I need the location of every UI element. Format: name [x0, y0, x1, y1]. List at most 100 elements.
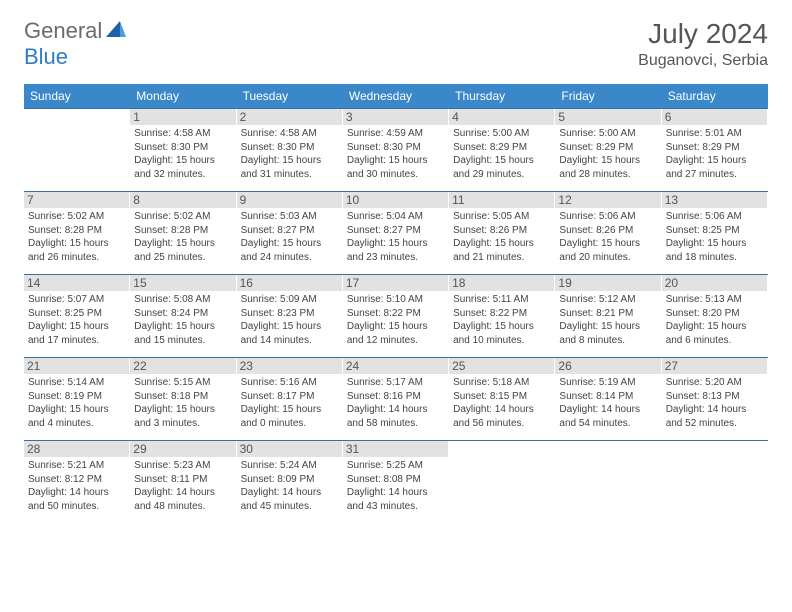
day-info: Sunrise: 5:18 AMSunset: 8:15 PMDaylight:…	[453, 376, 550, 430]
day-number: 23	[237, 358, 342, 374]
day-info: Sunrise: 5:06 AMSunset: 8:26 PMDaylight:…	[559, 210, 656, 264]
calendar-day-cell: 31Sunrise: 5:25 AMSunset: 8:08 PMDayligh…	[343, 441, 449, 523]
day-number: 3	[343, 109, 448, 125]
day-info: Sunrise: 4:59 AMSunset: 8:30 PMDaylight:…	[347, 127, 444, 181]
day-number: 22	[130, 358, 235, 374]
day-number: 30	[237, 441, 342, 457]
day-number: 5	[555, 109, 660, 125]
day-info: Sunrise: 5:21 AMSunset: 8:12 PMDaylight:…	[28, 459, 125, 513]
weekday-header: Sunday	[24, 84, 130, 108]
calendar-day-cell: 23 Sunrise: 5:16 AMSunset: 8:17 PMDayligh…	[237, 358, 343, 440]
day-info: Sunrise: 5:06 AMSunset: 8:25 PMDaylight:…	[666, 210, 763, 264]
day-info: Sunrise: 5:12 AMSunset: 8:21 PMDaylight:…	[559, 293, 656, 347]
day-number: 4	[449, 109, 554, 125]
day-info: Sunrise: 5:07 AMSunset: 8:25 PMDaylight:…	[28, 293, 125, 347]
day-info: Sunrise: 5:02 AMSunset: 8:28 PMDaylight:…	[134, 210, 231, 264]
day-info: Sunrise: 5:04 AMSunset: 8:27 PMDaylight:…	[347, 210, 444, 264]
day-number: 6	[662, 109, 767, 125]
calendar-grid: SundayMondayTuesdayWednesdayThursdayFrid…	[24, 84, 768, 523]
calendar-day-cell: 4 Sunrise: 5:00 AMSunset: 8:29 PMDaylight…	[449, 109, 555, 191]
calendar-day-cell: 2 Sunrise: 4:58 AMSunset: 8:30 PMDaylight…	[237, 109, 343, 191]
day-info: Sunrise: 5:13 AMSunset: 8:20 PMDaylight:…	[666, 293, 763, 347]
calendar-day-cell: 1 Sunrise: 4:58 AMSunset: 8:30 PMDaylight…	[130, 109, 236, 191]
day-info: Sunrise: 5:10 AMSunset: 8:22 PMDaylight:…	[347, 293, 444, 347]
calendar-day-cell: 20 Sunrise: 5:13 AMSunset: 8:20 PMDayligh…	[662, 275, 768, 357]
calendar-day-cell: 22 Sunrise: 5:15 AMSunset: 8:18 PMDayligh…	[130, 358, 236, 440]
month-title: July 2024	[638, 18, 768, 50]
day-info: Sunrise: 5:24 AMSunset: 8:09 PMDaylight:…	[241, 459, 338, 513]
day-number: 13	[662, 192, 767, 208]
calendar-day-cell: 10 Sunrise: 5:04 AMSunset: 8:27 PMDayligh…	[343, 192, 449, 274]
day-number: 14	[24, 275, 129, 291]
day-info: Sunrise: 5:02 AMSunset: 8:28 PMDaylight:…	[28, 210, 125, 264]
weekday-header: Saturday	[662, 84, 768, 108]
calendar-day-cell: 18Sunrise: 5:11 AMSunset: 8:22 PMDayligh…	[449, 275, 555, 357]
day-number: 1	[130, 109, 235, 125]
calendar-day-cell: 24 Sunrise: 5:17 AMSunset: 8:16 PMDayligh…	[343, 358, 449, 440]
day-info: Sunrise: 5:00 AMSunset: 8:29 PMDaylight:…	[453, 127, 550, 181]
day-info: Sunrise: 5:23 AMSunset: 8:11 PMDaylight:…	[134, 459, 231, 513]
day-info: Sunrise: 5:09 AMSunset: 8:23 PMDaylight:…	[241, 293, 338, 347]
calendar-day-cell: 7 Sunrise: 5:02 AMSunset: 8:28 PMDaylight…	[24, 192, 130, 274]
day-number: 19	[555, 275, 660, 291]
day-info: Sunrise: 5:08 AMSunset: 8:24 PMDaylight:…	[134, 293, 231, 347]
calendar-day-cell: 28 Sunrise: 5:21 AMSunset: 8:12 PMDayligh…	[24, 441, 130, 523]
day-number: 10	[343, 192, 448, 208]
day-number: 28	[24, 441, 129, 457]
calendar-day-cell: 12 Sunrise: 5:06 AMSunset: 8:26 PMDayligh…	[555, 192, 661, 274]
day-info: Sunrise: 5:17 AMSunset: 8:16 PMDaylight:…	[347, 376, 444, 430]
calendar-week-row: 28 Sunrise: 5:21 AMSunset: 8:12 PMDayligh…	[24, 440, 768, 523]
brand-triangle-icon	[106, 21, 126, 42]
calendar-day-cell: 25Sunrise: 5:18 AMSunset: 8:15 PMDayligh…	[449, 358, 555, 440]
calendar-empty-cell	[662, 441, 768, 523]
day-number: 12	[555, 192, 660, 208]
day-info: Sunrise: 5:19 AMSunset: 8:14 PMDaylight:…	[559, 376, 656, 430]
calendar-day-cell: 26 Sunrise: 5:19 AMSunset: 8:14 PMDayligh…	[555, 358, 661, 440]
calendar-empty-cell	[449, 441, 555, 523]
calendar-day-cell: 6 Sunrise: 5:01 AMSunset: 8:29 PMDaylight…	[662, 109, 768, 191]
day-info: Sunrise: 5:16 AMSunset: 8:17 PMDaylight:…	[241, 376, 338, 430]
calendar-week-row: 1 Sunrise: 4:58 AMSunset: 8:30 PMDaylight…	[24, 108, 768, 191]
weekday-header: Tuesday	[237, 84, 343, 108]
calendar-day-cell: 3 Sunrise: 4:59 AMSunset: 8:30 PMDaylight…	[343, 109, 449, 191]
calendar-day-cell: 29 Sunrise: 5:23 AMSunset: 8:11 PMDayligh…	[130, 441, 236, 523]
calendar-day-cell: 13 Sunrise: 5:06 AMSunset: 8:25 PMDayligh…	[662, 192, 768, 274]
day-number: 31	[343, 441, 448, 457]
location-label: Buganovci, Serbia	[638, 52, 768, 70]
weekday-header: Wednesday	[343, 84, 449, 108]
day-number: 8	[130, 192, 235, 208]
calendar-day-cell: 16Sunrise: 5:09 AMSunset: 8:23 PMDayligh…	[237, 275, 343, 357]
day-info: Sunrise: 5:01 AMSunset: 8:29 PMDaylight:…	[666, 127, 763, 181]
day-number: 20	[662, 275, 767, 291]
day-number: 24	[343, 358, 448, 374]
weekday-header: Friday	[555, 84, 661, 108]
day-info: Sunrise: 4:58 AMSunset: 8:30 PMDaylight:…	[134, 127, 231, 181]
day-number: 7	[24, 192, 129, 208]
calendar-day-cell: 15Sunrise: 5:08 AMSunset: 8:24 PMDayligh…	[130, 275, 236, 357]
calendar-day-cell: 27 Sunrise: 5:20 AMSunset: 8:13 PMDayligh…	[662, 358, 768, 440]
calendar-day-cell: 21Sunrise: 5:14 AMSunset: 8:19 PMDayligh…	[24, 358, 130, 440]
day-info: Sunrise: 5:20 AMSunset: 8:13 PMDaylight:…	[666, 376, 763, 430]
day-number: 26	[555, 358, 660, 374]
day-number: 29	[130, 441, 235, 457]
day-info: Sunrise: 5:15 AMSunset: 8:18 PMDaylight:…	[134, 376, 231, 430]
day-number: 27	[662, 358, 767, 374]
day-info: Sunrise: 5:00 AMSunset: 8:29 PMDaylight:…	[559, 127, 656, 181]
calendar-empty-cell	[555, 441, 661, 523]
day-number: 17	[343, 275, 448, 291]
day-number: 18	[449, 275, 554, 291]
day-number: 2	[237, 109, 342, 125]
day-info: Sunrise: 4:58 AMSunset: 8:30 PMDaylight:…	[241, 127, 338, 181]
calendar-day-cell: 5 Sunrise: 5:00 AMSunset: 8:29 PMDaylight…	[555, 109, 661, 191]
calendar-day-cell: 8 Sunrise: 5:02 AMSunset: 8:28 PMDaylight…	[130, 192, 236, 274]
weekday-header: Thursday	[449, 84, 555, 108]
day-number: 11	[449, 192, 554, 208]
title-block: July 2024 Buganovci, Serbia	[638, 18, 768, 70]
calendar-week-row: 7 Sunrise: 5:02 AMSunset: 8:28 PMDaylight…	[24, 191, 768, 274]
page-header: General July 2024 Buganovci, Serbia	[0, 0, 792, 78]
brand-part1: General	[24, 18, 102, 44]
day-info: Sunrise: 5:14 AMSunset: 8:19 PMDaylight:…	[28, 376, 125, 430]
weekday-header: Monday	[130, 84, 236, 108]
calendar-day-cell: 11Sunrise: 5:05 AMSunset: 8:26 PMDayligh…	[449, 192, 555, 274]
calendar-day-cell: 17 Sunrise: 5:10 AMSunset: 8:22 PMDayligh…	[343, 275, 449, 357]
